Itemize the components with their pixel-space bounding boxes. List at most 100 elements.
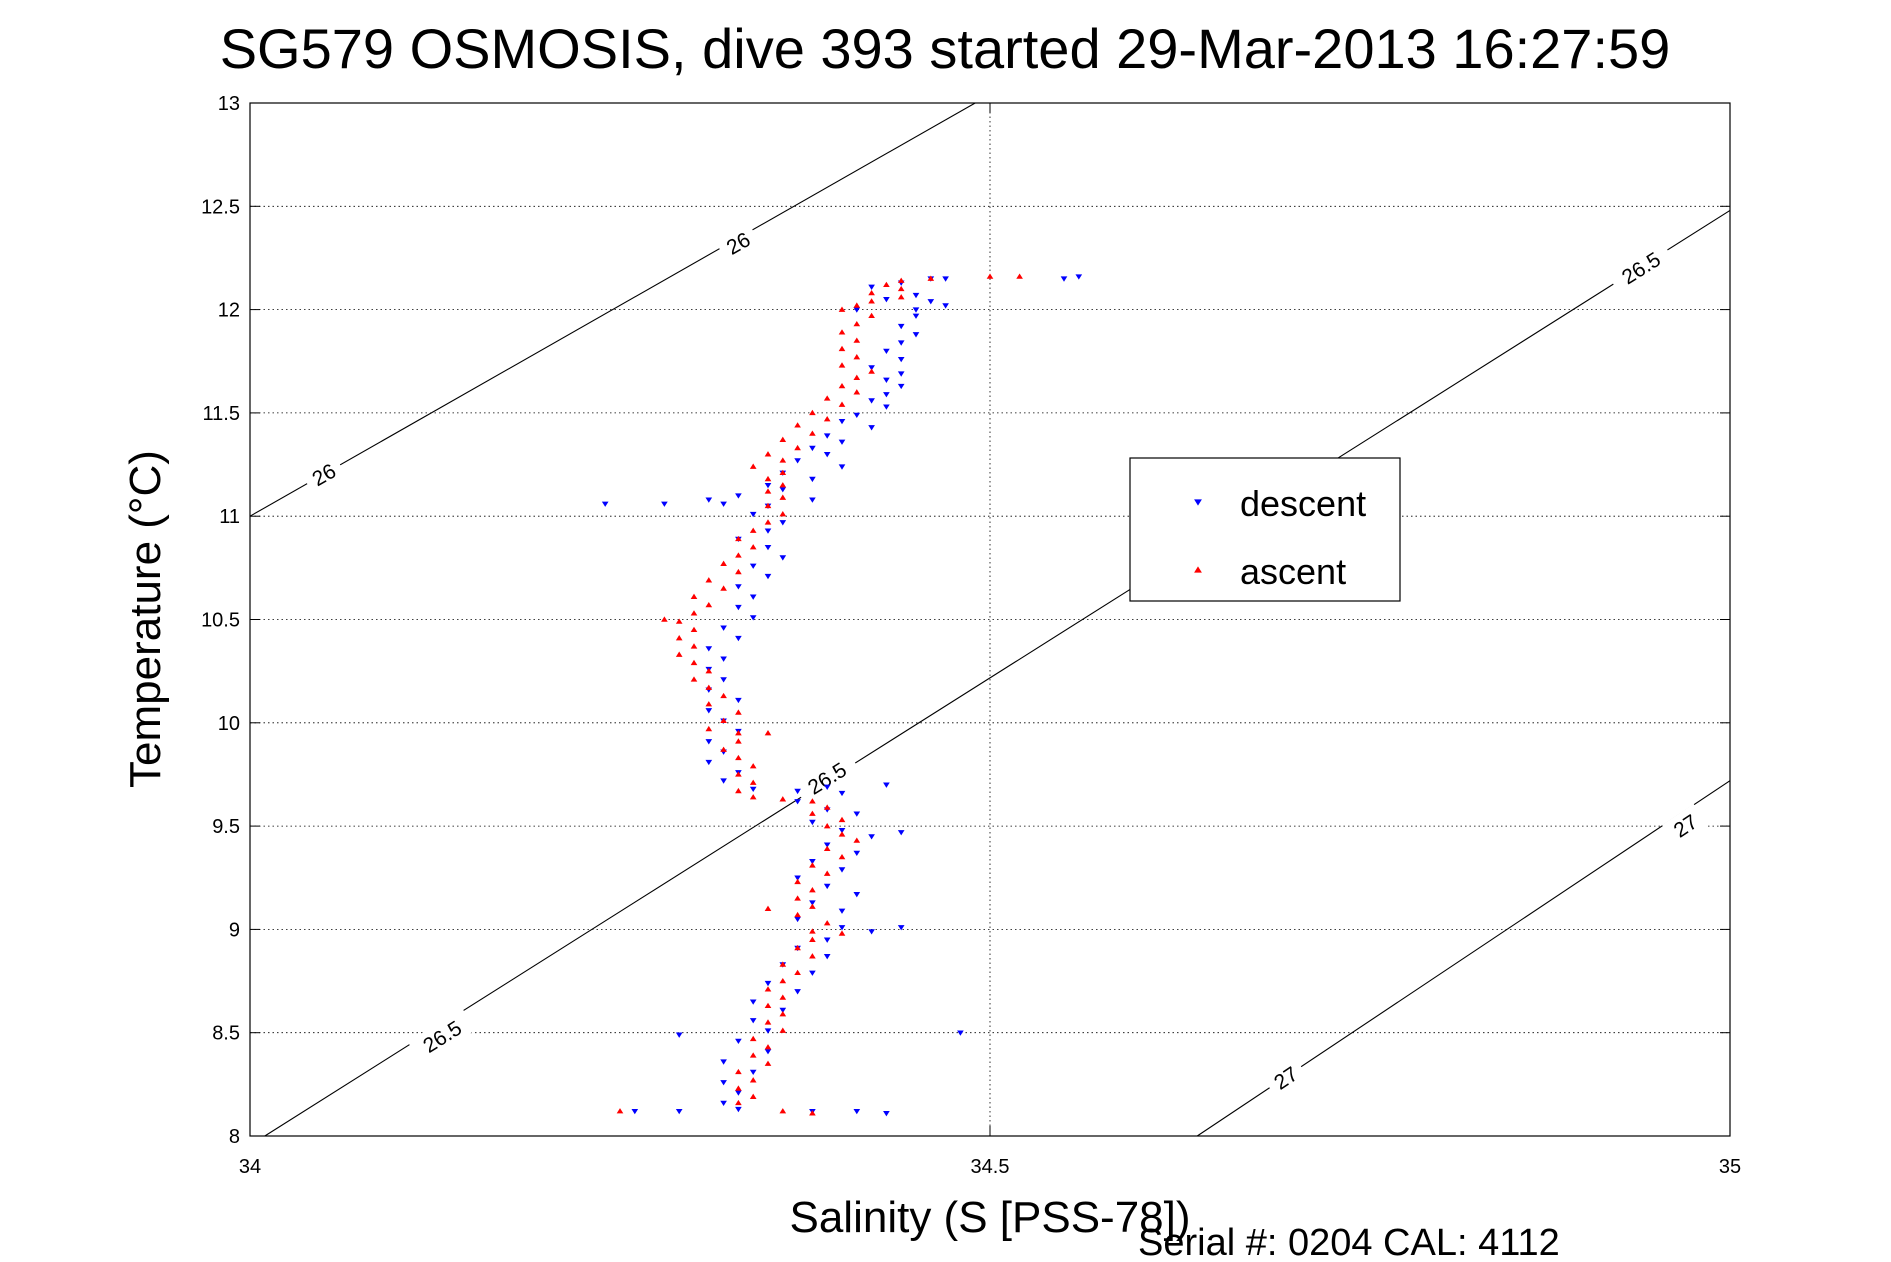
- data-point-ascent: [749, 779, 757, 785]
- data-point-descent: [749, 511, 757, 518]
- data-point-descent: [794, 788, 801, 795]
- data-point-descent: [735, 604, 742, 611]
- data-point-descent: [823, 784, 831, 790]
- data-point-ascent: [749, 794, 757, 800]
- data-point-ascent: [690, 676, 698, 682]
- data-point-ascent: [779, 457, 787, 463]
- data-point-descent: [794, 989, 801, 995]
- serial-cal-footer: Serial #: 0204 CAL: 4112: [1138, 1222, 1560, 1262]
- data-point-descent: [705, 739, 713, 745]
- data-point-ascent: [735, 535, 742, 542]
- data-point-ascent: [794, 878, 801, 885]
- data-point-descent: [631, 1108, 639, 1115]
- data-point-descent: [853, 1108, 861, 1115]
- contour-label-bg: [1606, 239, 1675, 296]
- data-point-descent: [868, 284, 875, 290]
- contour-label-group: 27: [1262, 1055, 1309, 1099]
- data-point-ascent: [809, 887, 816, 893]
- data-point-ascent: [823, 804, 831, 810]
- data-point-ascent: [764, 730, 772, 736]
- data-point-descent: [823, 842, 831, 848]
- data-point-descent: [764, 544, 772, 551]
- data-point-descent: [838, 908, 846, 914]
- data-point-descent: [942, 276, 949, 282]
- data-point-ascent: [1016, 273, 1023, 279]
- data-point-ascent: [735, 754, 742, 761]
- data-point-descent: [883, 782, 890, 788]
- data-point-ascent: [809, 903, 816, 909]
- data-point-ascent: [794, 969, 801, 976]
- data-point-ascent: [838, 831, 846, 837]
- data-point-ascent: [823, 823, 831, 829]
- data-point-descent: [764, 528, 772, 534]
- data-point-descent: [794, 799, 801, 805]
- data-point-descent: [705, 646, 713, 652]
- data-point-ascent: [675, 634, 683, 641]
- data-point-descent: [749, 594, 757, 600]
- data-point-ascent: [705, 601, 713, 608]
- data-point-descent: [897, 356, 905, 363]
- data-point-descent: [809, 476, 816, 483]
- data-point-ascent: [690, 659, 698, 666]
- y-tick-label: 11: [219, 506, 240, 528]
- data-point-ascent: [779, 494, 787, 500]
- data-point-descent: [868, 929, 875, 935]
- data-point-ascent: [735, 787, 742, 794]
- data-point-ascent: [779, 796, 787, 802]
- contour-line-26: [249, 102, 976, 517]
- data-point-ascent: [794, 895, 801, 901]
- x-tick-label: 34: [239, 1156, 261, 1178]
- data-point-ascent: [749, 527, 757, 533]
- data-point-ascent: [735, 1099, 742, 1106]
- data-point-ascent: [705, 725, 713, 732]
- data-point-descent: [853, 307, 861, 313]
- data-point-descent: [823, 937, 831, 943]
- data-point-descent: [883, 404, 890, 410]
- data-point-descent: [735, 584, 742, 590]
- data-point-ascent: [764, 475, 772, 482]
- data-point-ascent: [868, 312, 875, 319]
- data-point-ascent: [764, 1019, 772, 1025]
- data-point-ascent: [853, 302, 861, 308]
- data-point-ascent: [838, 816, 846, 823]
- data-point-ascent: [779, 994, 787, 1000]
- data-point-ascent: [749, 1077, 757, 1083]
- data-point-descent: [720, 677, 727, 683]
- data-point-descent: [779, 555, 787, 561]
- data-point-ascent: [868, 298, 875, 304]
- data-point-descent: [912, 332, 920, 338]
- data-point-descent: [735, 1106, 742, 1113]
- data-point-ascent: [720, 560, 727, 566]
- data-point-ascent: [809, 798, 816, 804]
- data-point-descent: [675, 1032, 683, 1038]
- data-point-descent: [720, 1059, 727, 1065]
- data-point-ascent: [749, 1035, 757, 1042]
- legend-label-descent: descent: [1240, 483, 1366, 524]
- data-point-ascent: [675, 618, 683, 624]
- data-point-ascent: [764, 519, 772, 525]
- data-point-ascent: [823, 395, 831, 401]
- data-point-ascent: [794, 444, 801, 451]
- data-point-descent: [883, 297, 890, 303]
- data-point-descent: [927, 299, 935, 305]
- data-point-ascent: [735, 730, 742, 736]
- data-point-ascent: [690, 626, 698, 633]
- data-point-descent: [735, 635, 742, 642]
- data-point-descent: [794, 458, 801, 464]
- data-point-ascent: [705, 668, 713, 674]
- y-tick-label: 10.5: [201, 610, 240, 632]
- contour-label-bg: [714, 221, 761, 264]
- data-point-descent: [794, 916, 801, 923]
- data-point-descent: [942, 303, 949, 309]
- data-point-ascent: [749, 1093, 757, 1099]
- data-point-descent: [823, 451, 831, 458]
- data-point-ascent: [735, 771, 742, 777]
- data-point-ascent: [809, 953, 816, 959]
- data-point-descent: [705, 708, 713, 714]
- data-point-descent: [749, 1018, 757, 1024]
- data-point-ascent: [616, 1108, 624, 1114]
- data-point-ascent: [853, 354, 861, 360]
- data-point-descent: [897, 383, 905, 390]
- data-point-descent: [883, 1111, 890, 1117]
- data-point-descent: [853, 811, 861, 817]
